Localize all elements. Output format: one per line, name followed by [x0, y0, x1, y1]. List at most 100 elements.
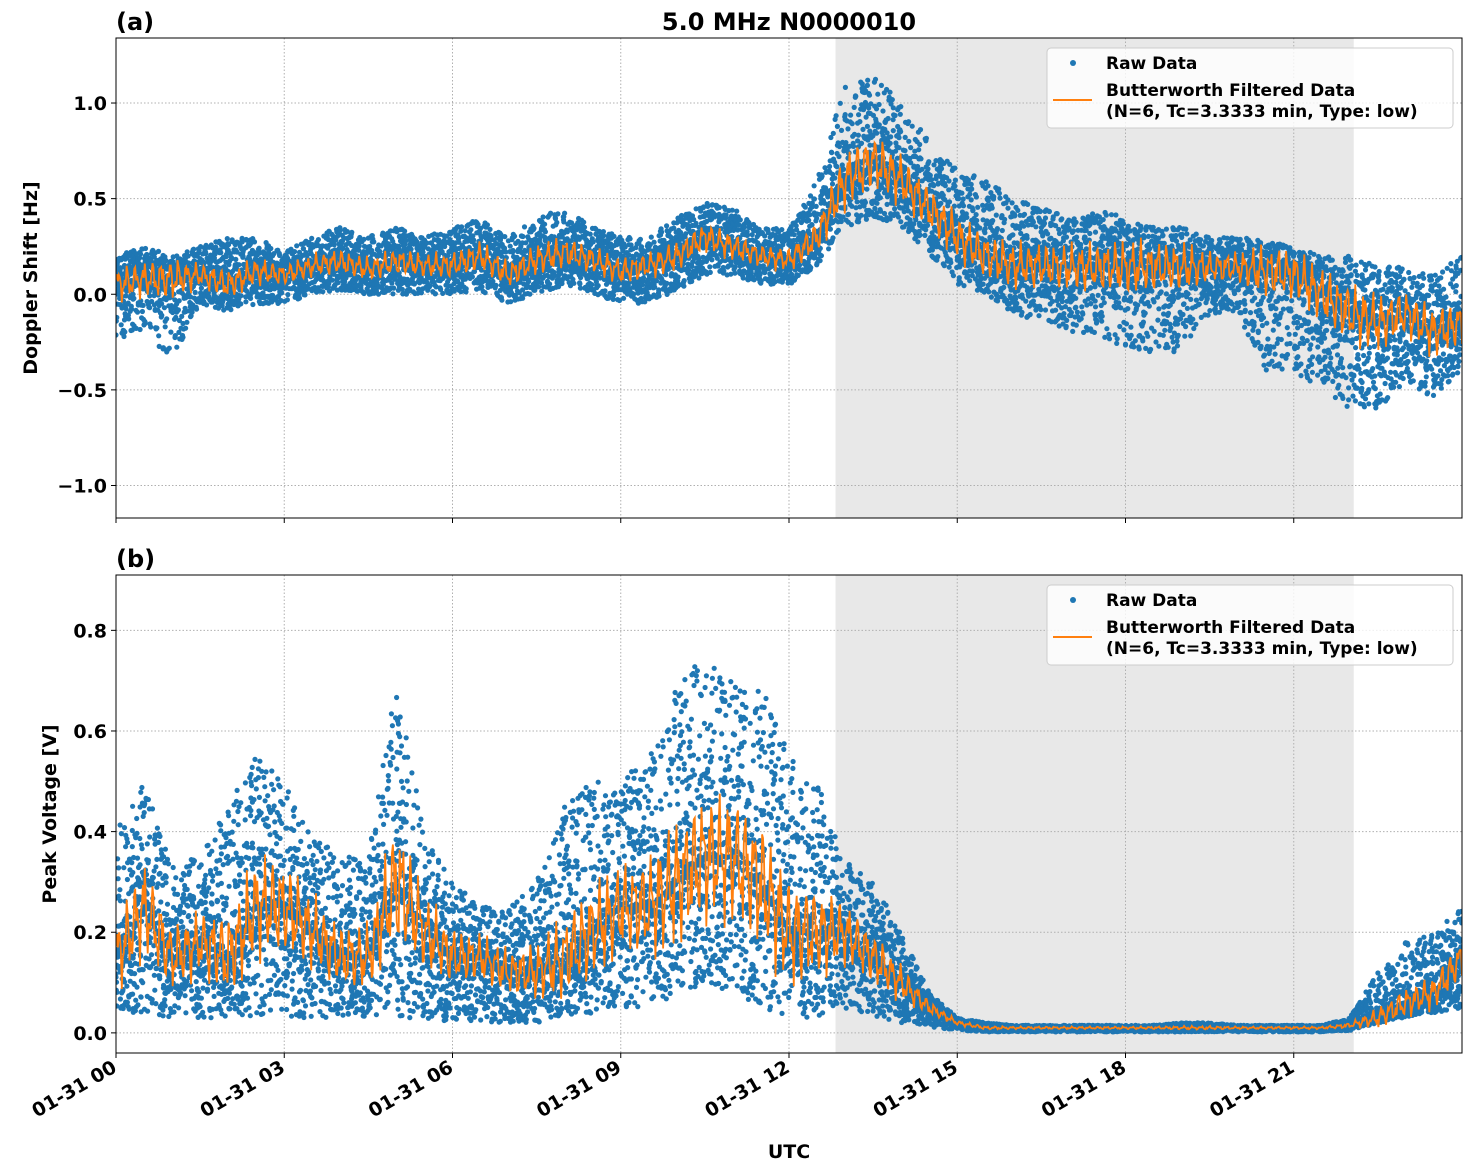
- raw-data-point: [285, 292, 290, 297]
- raw-data-point: [717, 205, 722, 210]
- raw-data-point: [707, 264, 712, 269]
- raw-data-point: [119, 322, 124, 327]
- raw-data-point: [734, 209, 739, 214]
- raw-data-point: [730, 208, 735, 213]
- raw-data-point: [135, 310, 140, 315]
- raw-data-point: [203, 251, 208, 256]
- raw-data-point: [176, 307, 181, 312]
- raw-data-point: [721, 268, 726, 273]
- raw-data-point: [129, 306, 134, 311]
- raw-data-point: [180, 335, 185, 340]
- raw-data-point: [652, 240, 657, 245]
- raw-data-point: [167, 346, 172, 351]
- raw-data-point: [159, 313, 164, 318]
- raw-data-point: [602, 288, 607, 293]
- raw-data-point: [156, 249, 161, 254]
- raw-data-point: [228, 307, 233, 312]
- raw-data-point: [709, 257, 714, 262]
- raw-data-point: [522, 224, 527, 229]
- raw-data-point: [631, 291, 636, 296]
- raw-data-point: [114, 315, 119, 320]
- raw-data-point: [554, 220, 559, 225]
- raw-data-point: [156, 333, 161, 338]
- raw-data-point: [689, 279, 694, 284]
- raw-data-point: [316, 237, 321, 242]
- raw-data-point: [745, 232, 750, 237]
- raw-data-point: [741, 275, 746, 280]
- raw-data-point: [527, 292, 532, 297]
- raw-data-point: [487, 227, 492, 232]
- raw-data-point: [148, 324, 153, 329]
- raw-data-point: [183, 326, 188, 331]
- raw-data-point: [589, 282, 594, 287]
- raw-data-point: [463, 228, 468, 233]
- raw-data-point: [510, 248, 515, 253]
- raw-data-point: [732, 271, 737, 276]
- raw-data-point: [621, 296, 626, 301]
- raw-data-point: [493, 283, 498, 288]
- raw-data-point: [268, 246, 273, 251]
- raw-data-point: [121, 334, 126, 339]
- raw-data-point: [508, 244, 513, 249]
- raw-data-point: [154, 325, 159, 330]
- raw-data-point: [241, 254, 246, 259]
- raw-data-point: [681, 284, 686, 289]
- raw-data-point: [285, 297, 290, 302]
- raw-data-point: [131, 296, 136, 301]
- raw-data-point: [499, 298, 504, 303]
- raw-data-point: [225, 236, 230, 241]
- raw-data-point: [571, 281, 576, 286]
- raw-data-point: [390, 291, 395, 296]
- raw-data-point: [349, 230, 354, 235]
- raw-data-point: [582, 225, 587, 230]
- raw-data-point: [143, 320, 148, 325]
- raw-data-point: [143, 246, 148, 251]
- raw-data-point: [512, 234, 517, 239]
- raw-data-point: [470, 274, 475, 279]
- raw-data-point: [689, 264, 694, 269]
- raw-data-point: [199, 286, 204, 291]
- raw-data-point: [676, 274, 681, 279]
- raw-data-point: [628, 236, 633, 241]
- raw-data-point: [433, 291, 438, 296]
- raw-data-point: [238, 293, 243, 298]
- raw-data-point: [485, 222, 490, 227]
- raw-data-point: [302, 292, 307, 297]
- raw-data-point: [236, 262, 241, 267]
- raw-data-point: [502, 234, 507, 239]
- raw-data-point: [542, 222, 547, 227]
- raw-data-point: [543, 229, 548, 234]
- raw-data-point: [140, 309, 145, 314]
- raw-data-point: [489, 233, 494, 238]
- raw-data-point: [138, 327, 143, 332]
- raw-data-point: [320, 289, 325, 294]
- raw-data-point: [588, 232, 593, 237]
- panel-a: −1.0−0.50.00.51.0(a)5.0 MHz N0000010Dopp…: [20, 8, 1464, 523]
- raw-data-point: [338, 228, 343, 233]
- raw-data-point: [126, 316, 131, 321]
- raw-data-point: [459, 224, 464, 229]
- raw-data-point: [194, 307, 199, 312]
- raw-data-point: [541, 214, 546, 219]
- raw-data-point: [184, 320, 189, 325]
- raw-data-point: [177, 298, 182, 303]
- raw-data-point: [257, 246, 262, 251]
- raw-data-point: [238, 301, 243, 306]
- raw-data-point: [250, 302, 255, 307]
- raw-data-point: [531, 226, 536, 231]
- raw-data-point: [138, 251, 143, 256]
- raw-data-point: [649, 235, 654, 240]
- raw-data-point: [562, 211, 567, 216]
- raw-data-point: [168, 330, 173, 335]
- raw-data-point: [471, 238, 476, 243]
- raw-data-point: [479, 284, 484, 289]
- raw-data-point: [659, 229, 664, 234]
- raw-data-point: [601, 233, 606, 238]
- raw-data-point: [122, 329, 127, 334]
- raw-data-point: [141, 303, 146, 308]
- raw-data-point: [147, 305, 152, 310]
- raw-data-point: [581, 220, 586, 225]
- raw-data-point: [555, 211, 560, 216]
- raw-data-point: [218, 250, 223, 255]
- raw-data-point: [742, 225, 747, 230]
